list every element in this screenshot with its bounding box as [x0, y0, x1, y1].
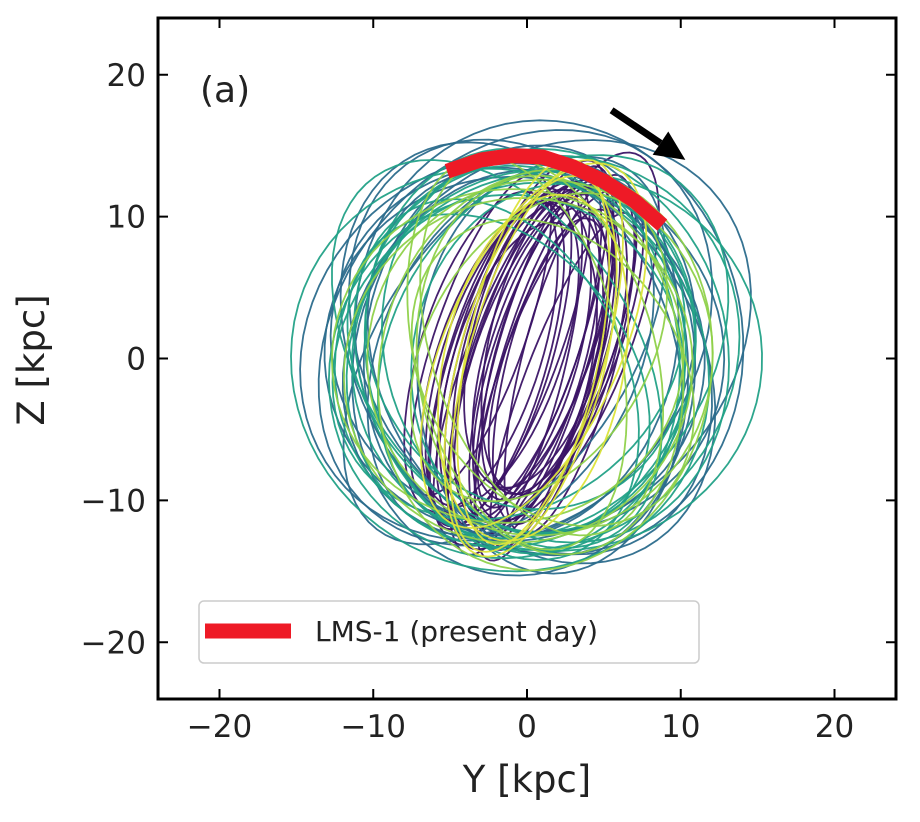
y-tick-label: 10: [107, 200, 146, 236]
x-tick-label: 10: [661, 709, 700, 745]
x-axis-label: Y [kpc]: [462, 758, 592, 801]
legend-box: [198, 600, 700, 664]
orbit-line: [376, 154, 730, 540]
lms-1-present-day-line: [444, 148, 668, 231]
orbit-line: [353, 198, 640, 561]
orbit-line: [330, 188, 685, 524]
orbit-line: [290, 167, 711, 573]
orbit-line: [317, 129, 714, 547]
y-tick-label: 0: [126, 342, 146, 378]
orbit-line: [409, 192, 669, 503]
orbit-line: [476, 208, 617, 509]
y-tick-label: −20: [81, 625, 146, 661]
x-tick-label: −20: [187, 709, 252, 745]
orbit-line: [424, 198, 592, 527]
orbit-line: [443, 175, 618, 558]
orbit-line: [410, 218, 695, 528]
legend: LMS-1 (present day): [198, 600, 700, 664]
arrow-shaft: [609, 107, 663, 147]
orbit-line: [351, 170, 763, 552]
axis-ticks: −20 −10 0 10 20 −20 −10 0 10 20: [81, 18, 896, 745]
y-axis-label: Z [kpc]: [10, 294, 53, 425]
y-tick-label: 20: [107, 58, 146, 94]
panel-label: (a): [200, 70, 250, 111]
arrow-head: [652, 131, 686, 160]
direction-arrow: [609, 107, 686, 160]
orbit-line: [377, 168, 714, 572]
orbit-line: [472, 151, 660, 522]
x-tick-label: 0: [517, 709, 537, 745]
legend-entry-lms-1: LMS-1 (present day): [315, 615, 598, 648]
y-tick-label: −10: [81, 483, 146, 519]
x-tick-label: 20: [815, 709, 854, 745]
orbit-line: [463, 180, 617, 489]
orbit-line: [438, 221, 598, 535]
x-tick-label: −10: [341, 709, 406, 745]
orbit-lines: [290, 119, 763, 577]
